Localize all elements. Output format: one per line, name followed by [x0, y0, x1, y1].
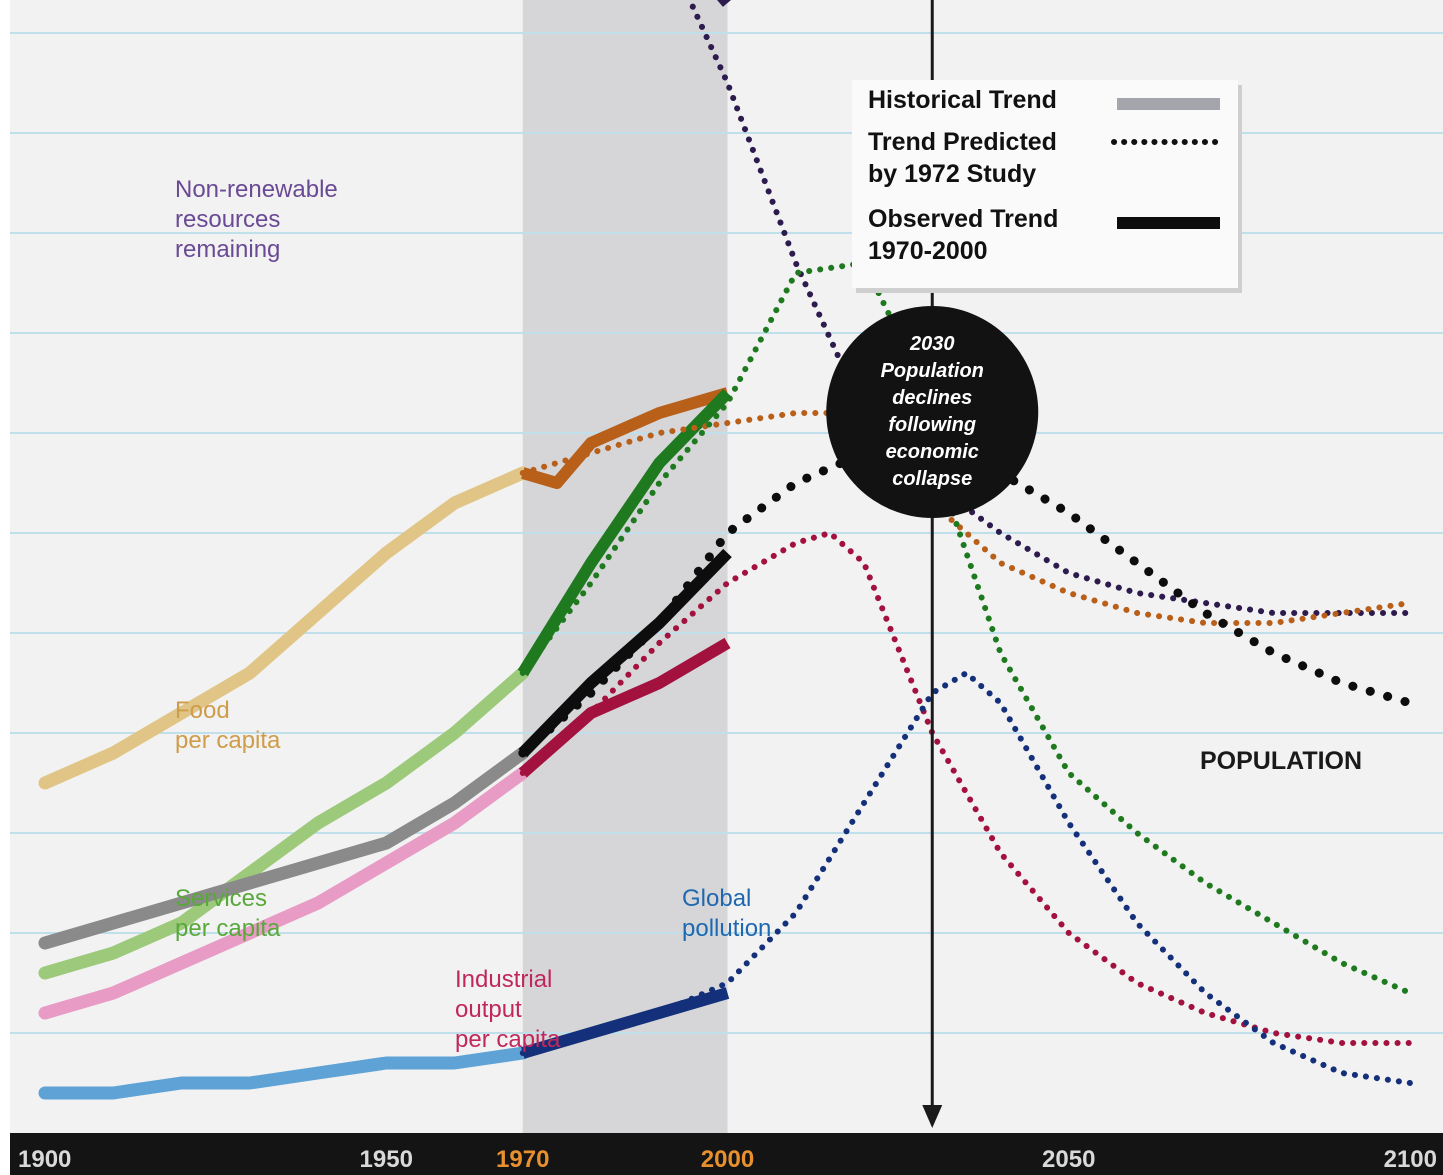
x-tick-label: 2100 — [1384, 1146, 1437, 1173]
series-label: per capita — [455, 1026, 561, 1053]
observed-period-shading — [522, 0, 728, 1133]
historical-line — [38, 1046, 530, 1100]
historical-line — [38, 666, 530, 980]
annotation-text: following — [888, 414, 976, 436]
historical-line — [38, 746, 530, 950]
series-label: output — [455, 996, 522, 1023]
annotation-circle — [826, 306, 1039, 518]
legend-label: by 1972 Study — [868, 160, 1036, 188]
x-tick-label: 2050 — [1042, 1146, 1095, 1173]
series-label: resources — [175, 206, 280, 233]
x-tick-label: 2000 — [701, 1146, 754, 1173]
observed-line — [521, 387, 730, 489]
series-label: pollution — [682, 915, 771, 942]
x-tick-label: 1950 — [360, 1146, 413, 1173]
series-label: POPULATION — [1200, 747, 1362, 775]
series-label: per capita — [175, 915, 281, 942]
legend: Historical Trend Trend Predicted by 1972 S… — [852, 80, 1242, 293]
legend-label: Observed Trend — [868, 205, 1058, 233]
predicted-line — [519, 669, 1413, 1086]
historical-lines — [38, 466, 530, 1100]
historical-line — [38, 766, 530, 1020]
series-label: per capita — [175, 727, 281, 754]
series-label: Food — [175, 697, 230, 724]
annotation-text: declines — [892, 387, 972, 409]
x-tick-label: 1970 — [496, 1146, 549, 1173]
series-label: Services — [175, 885, 267, 912]
series-label: Industrial — [455, 966, 552, 993]
predicted-line — [686, 0, 1413, 616]
annotation-text: Population — [881, 360, 984, 382]
predicted-line — [519, 410, 1413, 626]
annotation: 2030 Population declines following economic c… — [826, 0, 1039, 1128]
historical-line — [38, 466, 530, 790]
marker-arrow — [922, 1105, 943, 1128]
annotation-text: economic — [886, 441, 979, 463]
x-tick-label: 1900 — [18, 1146, 71, 1173]
series-label: Non-renewable — [175, 176, 338, 203]
legend-label: Historical Trend — [868, 86, 1057, 114]
annotation-text: 2030 — [909, 333, 955, 355]
x-axis: 1900 1950 1970 2000 2050 2100 — [18, 1146, 1437, 1173]
series-label: Global — [682, 885, 751, 912]
legend-label: Trend Predicted — [868, 128, 1057, 156]
series-labels: Non-renewable resources remaining Food per c… — [175, 176, 1362, 1053]
x-axis-bar — [10, 1133, 1443, 1175]
series-label: remaining — [175, 236, 280, 263]
legend-label: 1970-2000 — [868, 237, 988, 265]
annotation-text: collapse — [892, 468, 972, 490]
legend-box — [852, 80, 1238, 288]
